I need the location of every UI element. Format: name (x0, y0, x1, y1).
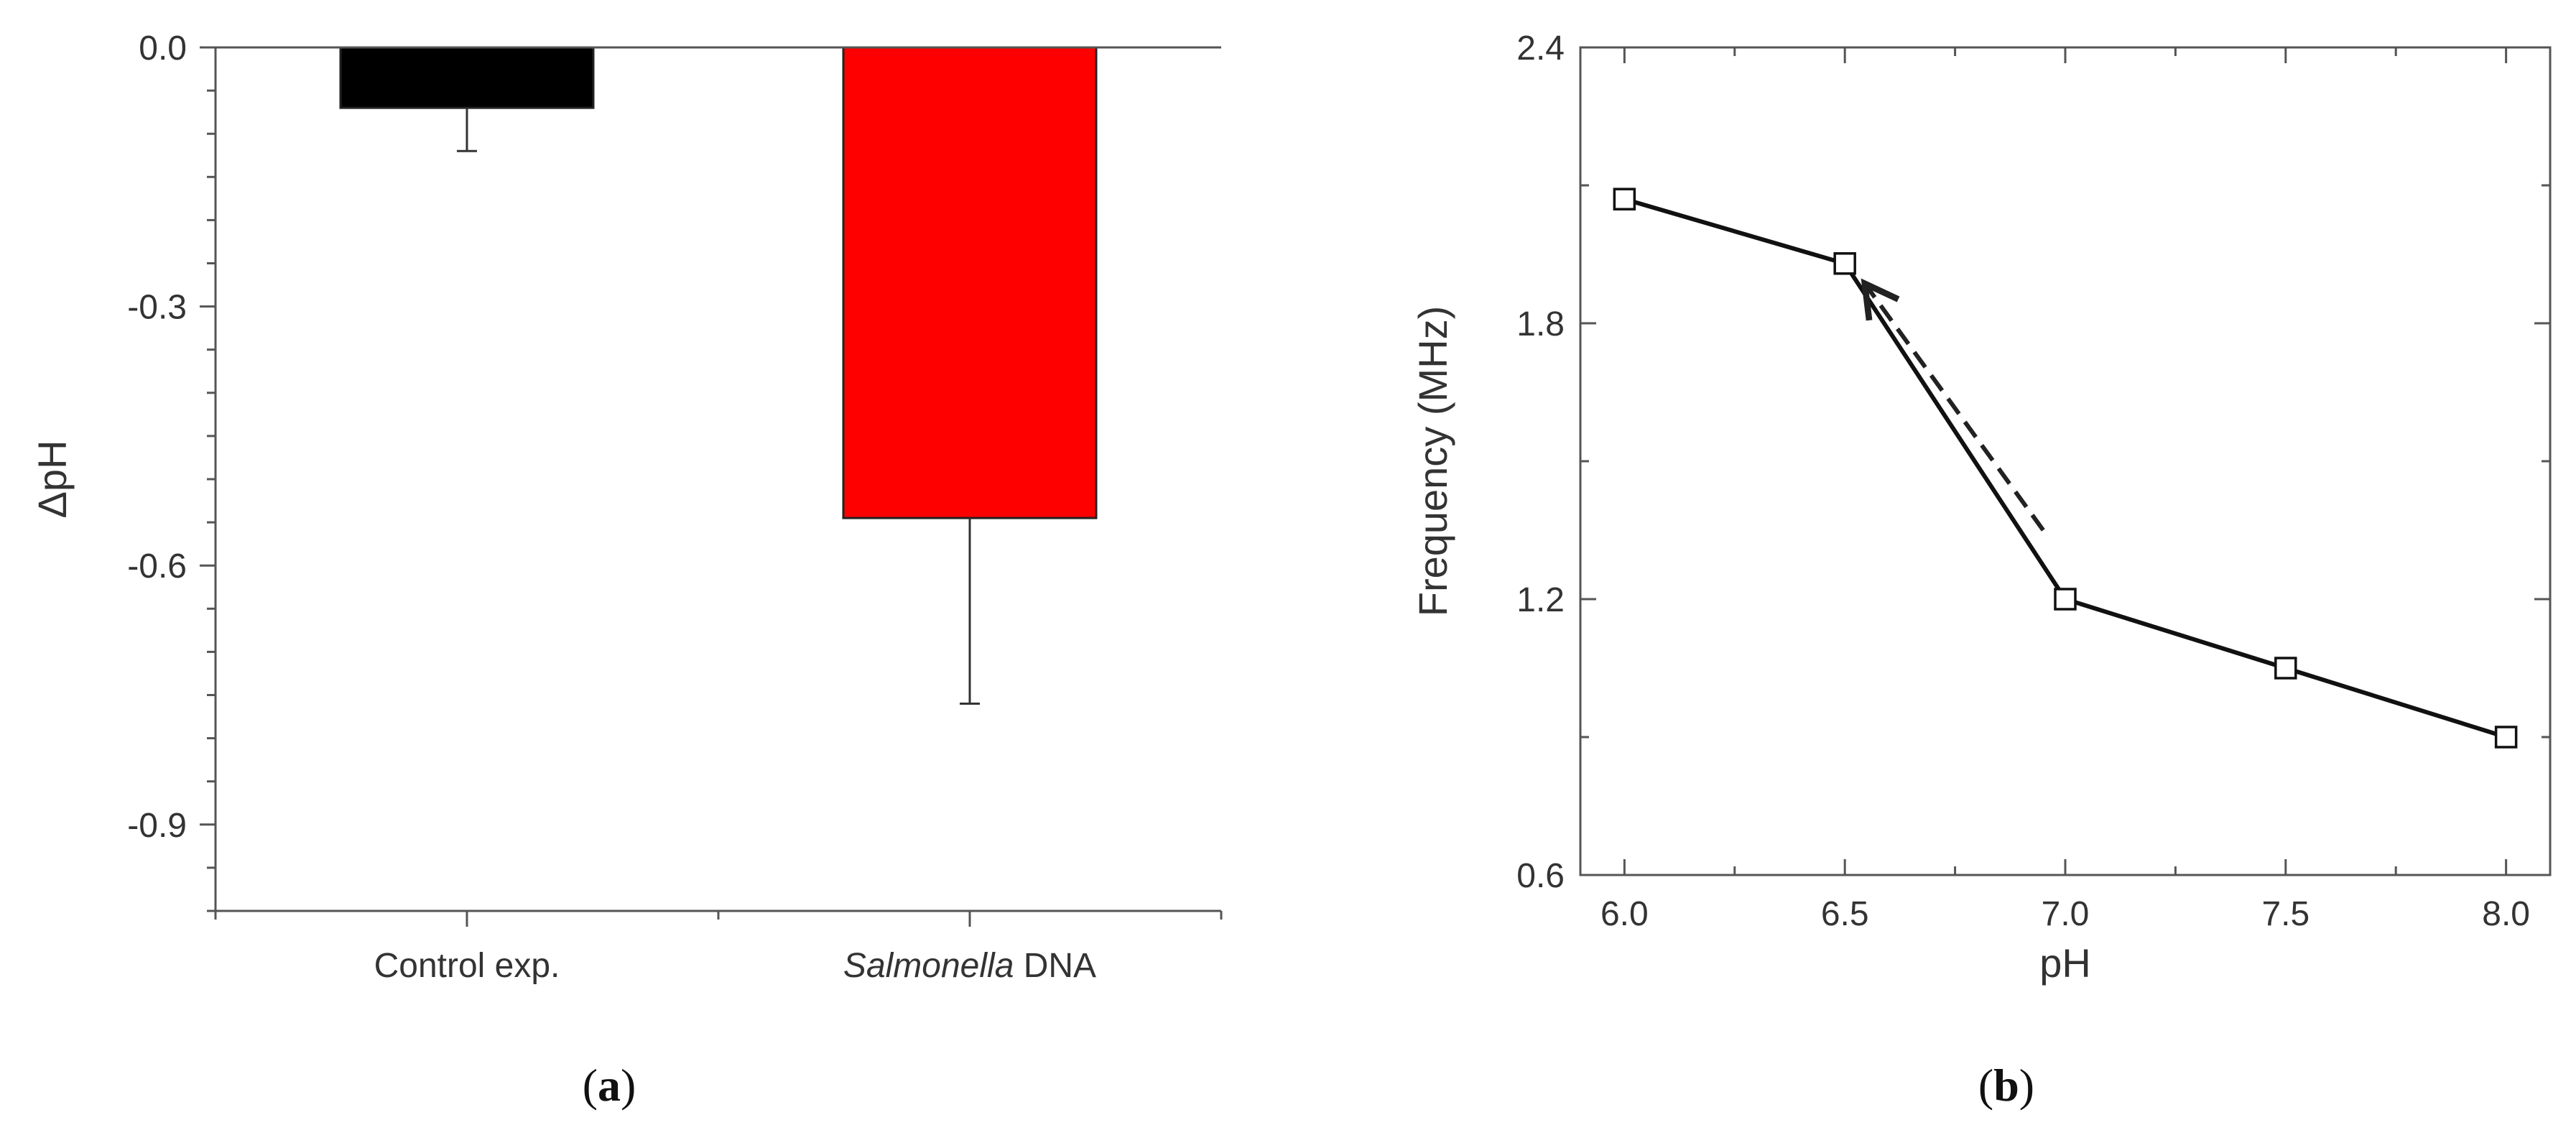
b-point-1 (1833, 252, 1856, 275)
b-x-tick-label: 6.0 (1600, 895, 1649, 933)
panel-label-b-open: ( (1978, 1060, 1993, 1111)
panel-label-a-open: ( (583, 1060, 598, 1111)
a-x-tick-labels: Control exp. Salmonella DNA (374, 947, 1096, 985)
b-y-tick-label: 0.6 (1516, 857, 1565, 895)
a-y-tick-label: -0.3 (127, 289, 187, 327)
b-point-2 (2054, 588, 2077, 611)
a-ylabel: ΔpH (29, 440, 75, 519)
b-annotation (1861, 278, 2045, 532)
b-x-tick-label: 6.5 (1821, 895, 1869, 933)
b-series-line (1623, 197, 2507, 739)
bar-0 (339, 46, 595, 109)
b-dashed-arrow (1861, 278, 2045, 532)
b-ylabel: Frequency (MHz) (1410, 306, 1455, 617)
b-x-tick-label: 7.5 (2261, 895, 2309, 933)
panel-b-line-chart: pH Frequency (MHz) 6.0 6.5 7.0 7.5 8.0 0.6 1.… (1410, 29, 2552, 1111)
b-series (1613, 188, 2518, 749)
b-plot-frame (1579, 46, 2552, 876)
a-y-tick-labels: 0.0 -0.3 -0.6 -0.9 (127, 29, 187, 845)
a-y-tick-label: 0.0 (139, 29, 187, 68)
b-x-tick-label: 7.0 (2042, 895, 2090, 933)
bar-1 (842, 46, 1098, 519)
a-bars (339, 46, 1098, 705)
b-x-tick-label: 8.0 (2482, 895, 2530, 933)
b-y-tick-label: 2.4 (1516, 29, 1565, 68)
a-x-tick-label-0: Control exp. (374, 947, 560, 985)
a-x-tick-label-part: Salmonella (843, 947, 1014, 985)
b-y-tick-label: 1.8 (1516, 305, 1565, 343)
a-y-tick-label: -0.9 (127, 807, 187, 845)
b-axes (1579, 46, 2552, 876)
a-y-tick-label: -0.6 (127, 547, 187, 585)
panel-label-b-close: ) (2019, 1060, 2034, 1111)
b-point-3 (2274, 657, 2297, 680)
a-x-tick-label-part: DNA (1014, 947, 1096, 985)
b-y-tick-label: 1.2 (1516, 581, 1565, 619)
panel-label-b: (b) (1978, 1060, 2034, 1111)
a-axes (200, 46, 1223, 927)
b-x-tick-labels: 6.0 6.5 7.0 7.5 8.0 (1600, 895, 2530, 933)
b-point-4 (2494, 726, 2518, 749)
b-point-0 (1613, 188, 1636, 210)
b-y-tick-labels: 0.6 1.2 1.8 2.4 (1516, 29, 1565, 895)
panel-label-a-close: ) (621, 1060, 636, 1111)
b-xlabel: pH (2039, 940, 2091, 986)
panel-a-bar-chart: ΔpH Control exp. Salmonella DNA 0.0 -0.3 -0… (29, 29, 1223, 1111)
panel-label-a-letter: a (598, 1060, 621, 1111)
panel-label-b-letter: b (1993, 1060, 2019, 1111)
panel-label-a: (a) (583, 1060, 636, 1111)
a-x-tick-label-1: Salmonella DNA (843, 947, 1096, 985)
a-x-tick-label-part: Control exp. (374, 947, 560, 985)
